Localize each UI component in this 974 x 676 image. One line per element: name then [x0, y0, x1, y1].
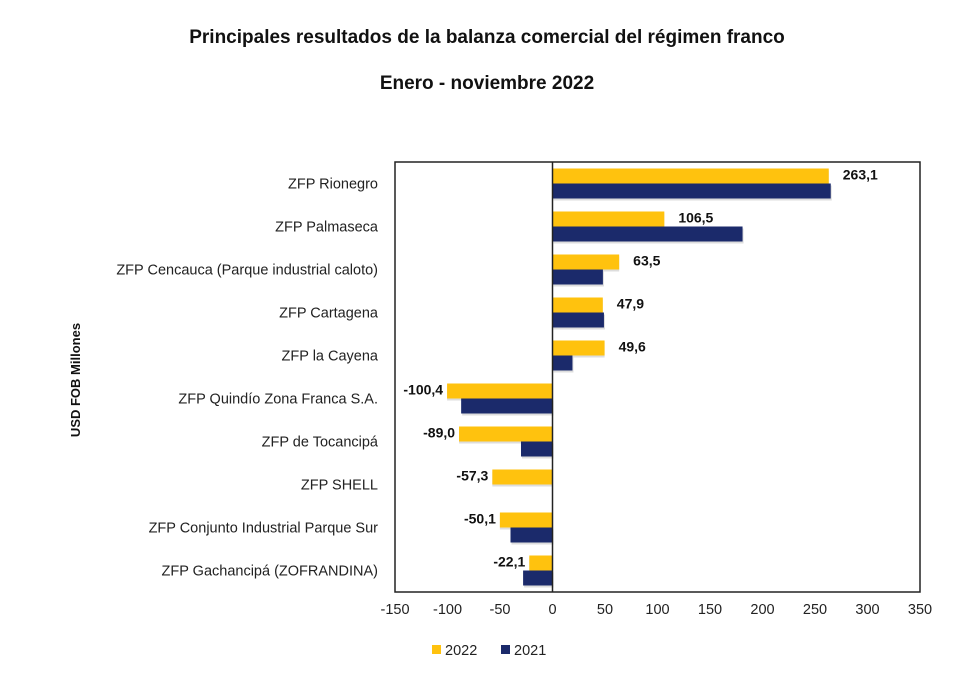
x-tick-label: 350: [908, 602, 932, 618]
bar-2022: [552, 340, 605, 356]
bar-2021: [521, 441, 553, 457]
category-label: ZFP Gachancipá (ZOFRANDINA): [162, 564, 378, 580]
plot-area: [394, 161, 921, 593]
category-label: ZFP Conjunto Industrial Parque Sur: [149, 521, 379, 537]
bar-2022: [552, 168, 829, 184]
bar-2021: [461, 398, 553, 414]
x-tick-label: 100: [645, 602, 669, 618]
bar-2022: [499, 512, 553, 528]
x-tick-label: 300: [855, 602, 879, 618]
data-label: 47,9: [617, 296, 644, 312]
data-label: -89,0: [423, 425, 455, 441]
category-label: ZFP Cartagena: [279, 306, 379, 322]
x-tick-label: 250: [803, 602, 827, 618]
bar-2021: [552, 355, 573, 371]
x-tick-label: -50: [490, 602, 511, 618]
legend-swatch-2021: [501, 645, 510, 654]
x-tick-label: 200: [750, 602, 774, 618]
bar-2021: [552, 312, 604, 328]
bar-2022: [459, 426, 553, 442]
bar-2022: [529, 555, 553, 571]
bar-2022: [552, 211, 665, 227]
bar-2022: [552, 254, 620, 270]
bar-2022: [552, 297, 603, 313]
bar-2021: [510, 527, 553, 543]
data-label: 263,1: [843, 167, 878, 183]
data-label: -22,1: [493, 554, 525, 570]
bar-2021: [523, 570, 553, 586]
data-label: -50,1: [464, 511, 496, 527]
category-label: ZFP Cencauca (Parque industrial caloto): [116, 263, 378, 279]
data-label: 106,5: [678, 210, 713, 226]
x-tick-label: 0: [548, 602, 556, 618]
bar-2022: [447, 383, 553, 399]
y-axis-label: USD FOB Millones: [68, 323, 83, 437]
category-label: ZFP Rionegro: [288, 177, 378, 193]
category-label: ZFP Palmaseca: [275, 220, 379, 236]
x-tick-label: 150: [698, 602, 722, 618]
chart-subtitle: Enero - noviembre 2022: [379, 73, 595, 94]
data-label: -57,3: [456, 468, 488, 484]
x-tick-label: 50: [597, 602, 613, 618]
bar-2021: [552, 183, 831, 199]
bar-2021: [552, 269, 603, 285]
category-label: ZFP SHELL: [301, 478, 378, 494]
legend-label: 2021: [514, 643, 546, 659]
chart-title: Principales resultados de la balanza com…: [189, 27, 785, 48]
category-label: ZFP Quindío Zona Franca S.A.: [178, 392, 378, 408]
data-label: -100,4: [403, 382, 443, 398]
x-tick-label: -150: [380, 602, 409, 618]
category-label: ZFP de Tocancipá: [262, 435, 379, 451]
x-tick-label: -100: [433, 602, 462, 618]
bar-2022: [492, 469, 553, 485]
legend-swatch-2022: [432, 645, 441, 654]
category-label: ZFP la Cayena: [282, 349, 379, 365]
data-label: 49,6: [619, 339, 646, 355]
data-label: 63,5: [633, 253, 660, 269]
legend-label: 2022: [445, 643, 477, 659]
bar-2021: [552, 226, 743, 242]
